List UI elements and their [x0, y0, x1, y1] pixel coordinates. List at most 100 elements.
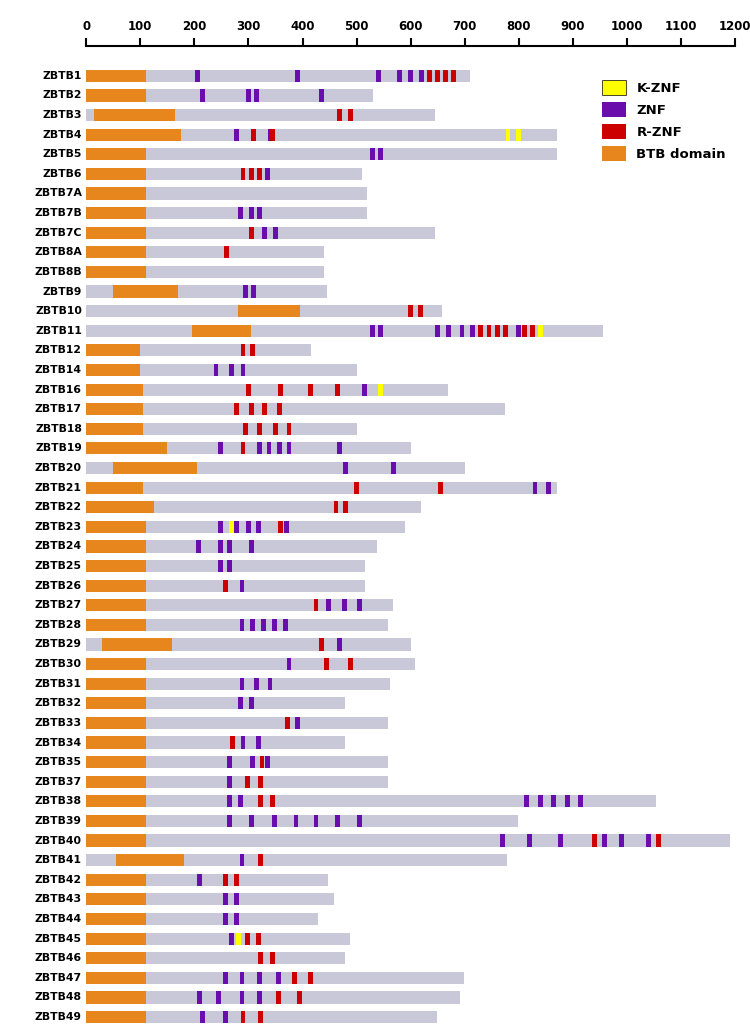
Bar: [86, 207, 146, 219]
Bar: [527, 835, 532, 846]
Bar: [86, 600, 146, 611]
Bar: [251, 129, 257, 140]
Bar: [268, 678, 272, 689]
Text: ZBTB27: ZBTB27: [34, 601, 82, 610]
Bar: [229, 521, 233, 533]
Bar: [348, 109, 352, 121]
Bar: [214, 364, 218, 376]
Bar: [241, 737, 245, 748]
Bar: [256, 933, 260, 944]
Bar: [224, 894, 228, 905]
Bar: [86, 678, 146, 689]
Text: ZBTB28: ZBTB28: [35, 620, 82, 630]
Bar: [86, 894, 146, 905]
Bar: [234, 874, 239, 885]
Bar: [86, 149, 556, 160]
Text: ZBTB35: ZBTB35: [35, 757, 82, 767]
Bar: [86, 70, 470, 82]
Bar: [246, 384, 250, 395]
Text: ZBTB8B: ZBTB8B: [34, 267, 82, 277]
Text: ZBTB26: ZBTB26: [34, 581, 82, 590]
Bar: [103, 639, 172, 650]
Bar: [370, 149, 375, 160]
Bar: [86, 815, 518, 827]
Bar: [218, 521, 223, 533]
Bar: [438, 482, 442, 493]
Bar: [286, 423, 292, 434]
Bar: [86, 854, 507, 866]
Bar: [251, 619, 255, 631]
Legend: K-ZNF, ZNF, R-ZNF, BTB domain: K-ZNF, ZNF, R-ZNF, BTB domain: [599, 77, 728, 164]
Bar: [335, 384, 340, 395]
Bar: [344, 502, 348, 513]
Bar: [362, 384, 367, 395]
Bar: [113, 286, 178, 297]
Bar: [86, 972, 146, 983]
Text: ZBTB4: ZBTB4: [43, 130, 82, 139]
Bar: [478, 325, 483, 336]
Bar: [283, 619, 288, 631]
Bar: [656, 835, 661, 846]
Bar: [516, 129, 521, 140]
Text: ZBTB31: ZBTB31: [35, 679, 82, 688]
Bar: [86, 286, 327, 297]
Bar: [344, 462, 348, 474]
Bar: [238, 698, 243, 709]
Bar: [249, 541, 254, 552]
Bar: [86, 482, 143, 493]
Bar: [308, 972, 313, 983]
Bar: [256, 737, 260, 748]
Bar: [391, 462, 396, 474]
Bar: [86, 502, 154, 513]
Bar: [266, 443, 272, 454]
Bar: [241, 443, 245, 454]
Bar: [86, 992, 146, 1003]
Bar: [270, 796, 275, 807]
Bar: [273, 227, 278, 238]
Bar: [86, 992, 460, 1003]
Bar: [251, 756, 255, 768]
Bar: [293, 815, 298, 827]
Bar: [524, 796, 530, 807]
Bar: [218, 443, 223, 454]
Bar: [224, 247, 230, 258]
Text: ZBTB38: ZBTB38: [35, 797, 82, 806]
Bar: [224, 1011, 228, 1023]
Text: ZBTB9: ZBTB9: [43, 287, 82, 296]
Bar: [86, 933, 146, 944]
Bar: [86, 835, 730, 846]
Bar: [286, 658, 292, 670]
Bar: [256, 423, 262, 434]
Text: ZBTB37: ZBTB37: [34, 777, 82, 786]
Text: ZBTB39: ZBTB39: [35, 816, 82, 826]
Bar: [256, 207, 262, 219]
Bar: [234, 404, 239, 415]
Bar: [241, 364, 245, 376]
Bar: [314, 600, 319, 611]
Bar: [326, 600, 331, 611]
Bar: [86, 913, 146, 925]
Bar: [261, 619, 266, 631]
Bar: [86, 560, 364, 572]
Bar: [86, 835, 146, 846]
Bar: [86, 207, 368, 219]
Bar: [285, 717, 290, 729]
Bar: [234, 894, 239, 905]
Bar: [559, 835, 563, 846]
Bar: [270, 129, 275, 140]
Bar: [86, 521, 146, 533]
Bar: [86, 894, 334, 905]
Bar: [238, 305, 300, 317]
Bar: [238, 698, 243, 709]
Bar: [319, 90, 324, 101]
Bar: [239, 678, 244, 689]
Bar: [506, 129, 510, 140]
Bar: [292, 972, 297, 983]
Bar: [342, 600, 347, 611]
Bar: [258, 776, 262, 787]
Bar: [196, 541, 201, 552]
Bar: [192, 325, 251, 336]
Bar: [86, 482, 556, 493]
Bar: [337, 639, 342, 650]
Text: ZBTB16: ZBTB16: [35, 385, 82, 394]
